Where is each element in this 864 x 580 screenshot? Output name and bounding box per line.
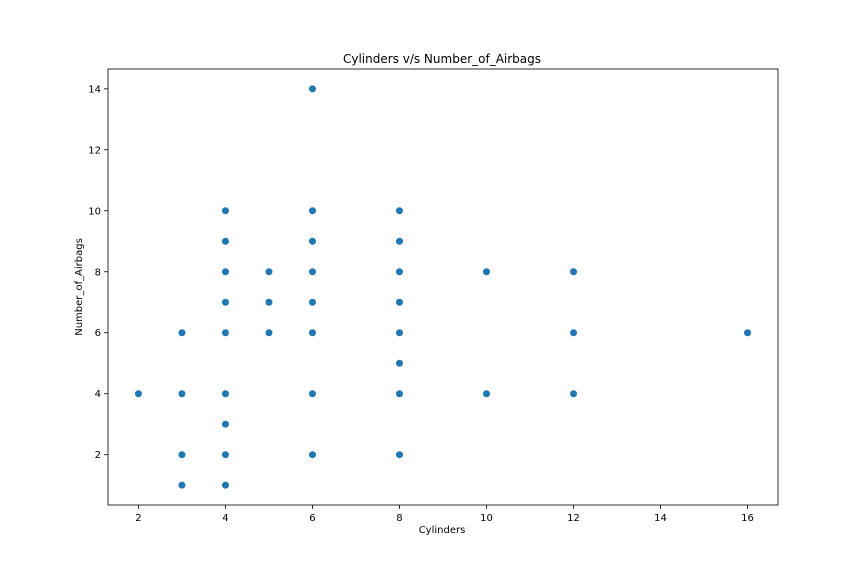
y-tick-label: 2 xyxy=(95,450,101,461)
data-point xyxy=(395,237,403,245)
data-point xyxy=(265,329,273,337)
data-point xyxy=(570,268,578,276)
x-tick-label: 16 xyxy=(741,513,754,524)
y-tick-label: 8 xyxy=(95,267,101,278)
y-tick-label: 14 xyxy=(88,84,101,95)
data-point xyxy=(395,359,403,367)
data-point xyxy=(178,390,186,398)
data-point xyxy=(178,329,186,337)
y-tick-label: 4 xyxy=(95,389,101,400)
x-tick-label: 4 xyxy=(222,513,228,524)
data-point xyxy=(570,329,578,337)
data-point xyxy=(308,268,316,276)
x-tick-label: 2 xyxy=(135,513,141,524)
data-point xyxy=(395,390,403,398)
x-tick-label: 10 xyxy=(480,513,493,524)
data-point xyxy=(221,390,229,398)
data-point xyxy=(221,451,229,459)
x-tick-label: 14 xyxy=(654,513,667,524)
x-tick-label: 8 xyxy=(396,513,402,524)
y-tick-label: 10 xyxy=(88,206,101,217)
y-tick-label: 12 xyxy=(88,145,101,156)
data-point xyxy=(221,268,229,276)
x-axis-label: Cylinders xyxy=(419,525,466,536)
data-point xyxy=(178,481,186,489)
chart-title: Cylinders v/s Number_of_Airbags xyxy=(343,52,541,66)
data-point xyxy=(221,420,229,428)
data-point xyxy=(221,329,229,337)
data-point xyxy=(483,268,491,276)
axis-ticks: 2 4 6 8 10 12 14 16 2 4 6 8 10 12 14 xyxy=(88,84,754,524)
data-point xyxy=(483,390,491,398)
data-point xyxy=(221,481,229,489)
y-axis-label: Number_of_Airbags xyxy=(74,238,85,336)
data-point xyxy=(178,451,186,459)
data-point xyxy=(221,298,229,306)
data-point xyxy=(308,390,316,398)
data-point xyxy=(744,329,752,337)
data-point xyxy=(265,298,273,306)
data-point xyxy=(308,207,316,215)
data-point xyxy=(308,329,316,337)
data-point xyxy=(395,207,403,215)
data-point xyxy=(395,451,403,459)
data-point xyxy=(308,237,316,245)
data-point xyxy=(134,390,142,398)
data-point xyxy=(265,268,273,276)
y-tick-label: 6 xyxy=(95,328,101,339)
data-point xyxy=(395,298,403,306)
data-point xyxy=(308,85,316,93)
x-tick-label: 6 xyxy=(309,513,315,524)
data-point xyxy=(308,298,316,306)
data-point xyxy=(395,329,403,337)
plot-frame xyxy=(107,68,779,506)
data-points xyxy=(134,85,752,489)
data-point xyxy=(221,237,229,245)
x-tick-label: 12 xyxy=(567,513,580,524)
data-point xyxy=(395,268,403,276)
data-point xyxy=(570,390,578,398)
data-point xyxy=(221,207,229,215)
data-point xyxy=(308,451,316,459)
